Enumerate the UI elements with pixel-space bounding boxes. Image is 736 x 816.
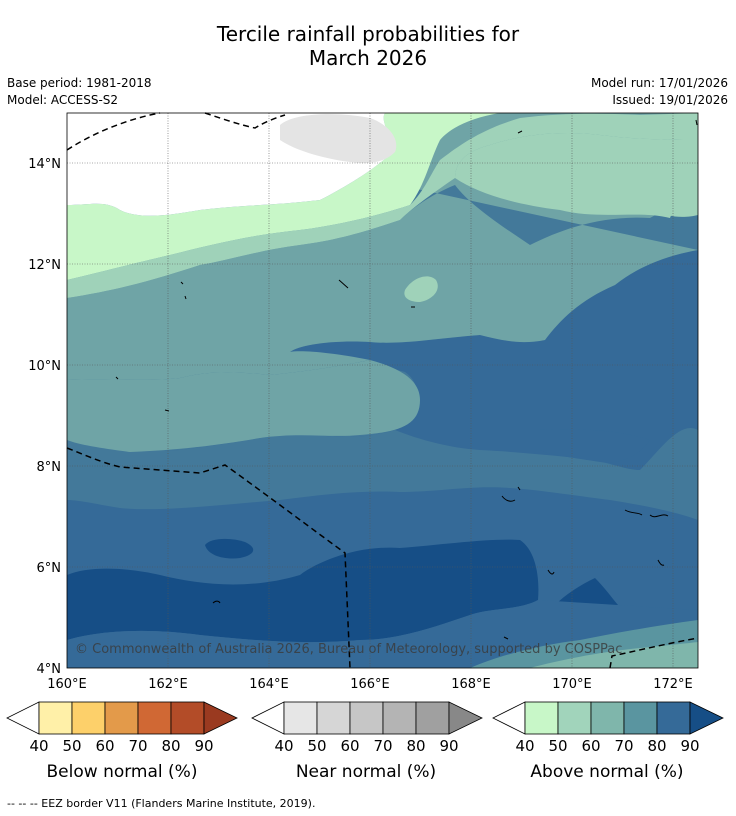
lon-label: 172°E [653,677,693,692]
probability-map: © Commonwealth of Australia 2026, Bureau… [28,112,699,692]
colorbar-segment [557,701,592,735]
colorbar-segment [71,701,106,735]
lon-label: 162°E [148,677,188,692]
colorbar-tick-label: 80 [406,737,425,755]
colorbar-tick-label: 60 [95,737,114,755]
colorbar-tick-label: 80 [647,737,666,755]
band-50-island [404,276,438,302]
colorbar-segment [382,701,417,735]
band-50-east-patch [668,198,698,217]
gridlines [67,113,698,668]
colorbar-title-below: Below normal (%) [46,762,198,782]
near-normal-patch [280,114,397,164]
colorbar-segment [137,701,172,735]
colorbar-title-above: Above normal (%) [530,762,684,782]
lon-label: 166°E [350,677,390,692]
eez-borders [66,112,699,669]
colorbar-tick-label: 70 [373,737,392,755]
colorbar-tick-label: 80 [161,737,180,755]
islands [115,119,698,640]
colorbar-segment [623,701,658,735]
colorbar-tick-label: 50 [307,737,326,755]
colorbar-under-arrow [251,701,285,735]
colorbar-below-normal: 40 50 60 70 80 90 [6,701,238,755]
colorbar-segment [316,701,351,735]
colorbar-over-arrow [448,701,483,735]
colorbar-segment [170,701,205,735]
copyright-text: © Commonwealth of Australia 2026, Bureau… [75,642,622,657]
colorbar-over-arrow [689,701,724,735]
map-title: Tercile rainfall probabilities for March… [0,22,736,70]
lat-label: 14°N [28,157,61,172]
colorbar-tick-label: 40 [515,737,534,755]
meta-left: Base period: 1981-2018 Model: ACCESS-S2 [7,75,152,109]
band-90-west [205,538,254,559]
colorbar-segment [590,701,625,735]
colorbar-segment [415,701,450,735]
colorbar-above-normal: 40 50 60 70 80 90 [492,701,724,755]
colorbar-near-normal: 40 50 60 70 80 90 [251,701,483,755]
eez-footnote: -- -- -- EEZ border V11 (Flanders Marine… [7,797,316,810]
lat-label: 10°N [28,359,61,374]
colorbar-tick-label: 90 [680,737,699,755]
band-50 [67,113,698,218]
band-70-south [67,428,698,520]
colorbar-under-arrow [6,701,40,735]
map-fill [67,113,698,668]
colorbar-segment [656,701,691,735]
colorbar-tick-label: 50 [62,737,81,755]
lon-label: 164°E [249,677,289,692]
lon-label: 160°E [47,677,87,692]
lon-label: 168°E [451,677,491,692]
model-run: Model run: 17/01/2026 [590,76,728,90]
lat-label: 12°N [28,258,61,273]
map-frame [66,112,699,669]
latitude-labels: 14°N 12°N 10°N 8°N 6°N 4°N [28,157,61,677]
colorbar-tick-label: 70 [614,737,633,755]
model-name: Model: ACCESS-S2 [7,93,119,107]
issued-date: Issued: 19/01/2026 [612,93,728,107]
colorbar-tick-label: 60 [340,737,359,755]
band-90-core [67,539,539,643]
longitude-labels: 160°E 162°E 164°E 166°E 168°E 170°E 172°… [47,677,693,692]
base-period: Base period: 1981-2018 [7,76,152,90]
lat-label: 8°N [37,460,62,475]
colorbar-tick-label: 90 [194,737,213,755]
title-line-1: Tercile rainfall probabilities for [216,22,520,46]
colorbar-tick-label: 40 [274,737,293,755]
colorbar-tick-label: 50 [548,737,567,755]
colorbar-segment [349,701,384,735]
band-90-east [555,578,618,607]
colorbar-under-arrow [492,701,526,735]
colorbar-segment [38,701,73,735]
lat-label: 6°N [37,561,62,576]
meta-right: Model run: 17/01/2026 Issued: 19/01/2026 [591,75,728,109]
lat-label: 4°N [37,662,62,677]
colorbar-over-arrow [203,701,238,735]
colorbar-segment [104,701,139,735]
title-line-2: March 2026 [308,46,428,70]
band-70-east-bump [540,429,650,463]
band-60-far [67,360,420,452]
colorbar-segment [283,701,318,735]
colorbar-tick-label: 40 [29,737,48,755]
colorbar-tick-label: 70 [128,737,147,755]
band-50-west [67,113,698,298]
lon-label: 170°E [552,677,592,692]
colorbar-tick-label: 90 [439,737,458,755]
colorbar-segment [524,701,559,735]
colorbar-tick-label: 60 [581,737,600,755]
colorbar-title-near: Near normal (%) [295,762,437,782]
